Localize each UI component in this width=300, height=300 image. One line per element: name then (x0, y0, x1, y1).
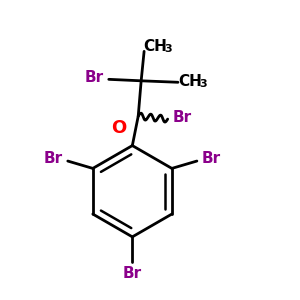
Text: Br: Br (44, 151, 63, 166)
Text: 3: 3 (199, 79, 207, 89)
Text: CH: CH (143, 39, 167, 54)
Text: 3: 3 (164, 44, 172, 54)
Text: Br: Br (85, 70, 104, 86)
Text: O: O (112, 119, 127, 137)
Text: CH: CH (178, 74, 202, 89)
Text: Br: Br (123, 266, 142, 280)
Text: Br: Br (172, 110, 191, 125)
Text: Br: Br (202, 151, 221, 166)
